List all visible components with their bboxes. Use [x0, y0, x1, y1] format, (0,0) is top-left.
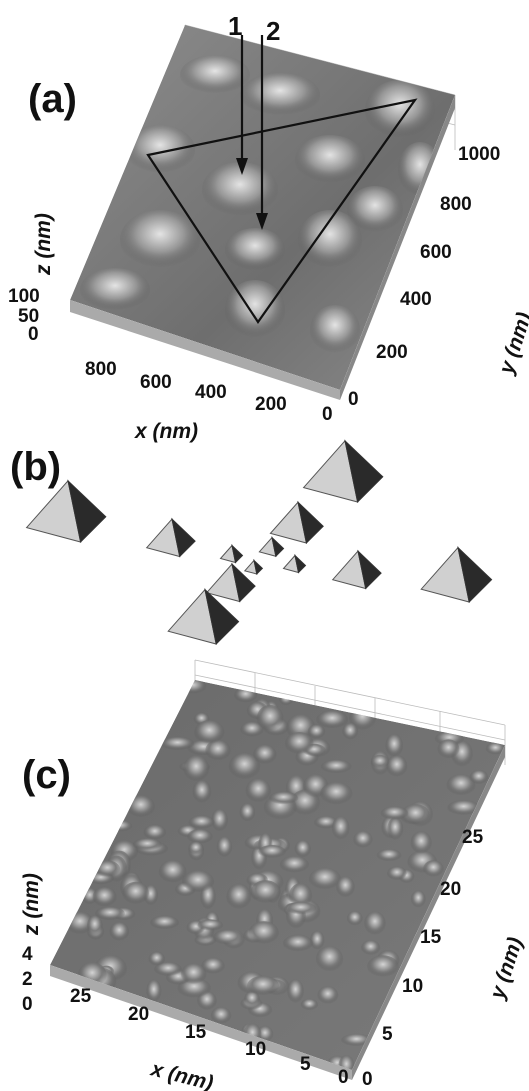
panel-c-y-tick-25: 25 — [462, 827, 484, 848]
panel-a-y-tick-200: 200 — [376, 342, 408, 363]
panel-c-x-tick-25: 25 — [70, 986, 92, 1007]
pyramid — [243, 558, 264, 576]
panel-c-z-tick-2: 2 — [22, 969, 33, 990]
panel-c-front-wall — [50, 965, 352, 1080]
pyramid — [25, 479, 107, 544]
panel-a-side-wall — [340, 95, 455, 400]
pyramid-array — [25, 439, 493, 646]
panel-c-surface — [50, 680, 505, 1070]
panel-a-z-tick-0: 0 — [28, 324, 39, 345]
panel-c-x-tick-10: 10 — [245, 1039, 266, 1060]
panel-c-y-tick-20: 20 — [440, 879, 461, 900]
panel-c-label: (c) — [22, 753, 71, 797]
pyramid — [219, 544, 244, 564]
panel-c-y-tick-5: 5 — [382, 1024, 393, 1045]
panel-b: (b) — [10, 439, 493, 646]
panel-c-x-tick-20: 20 — [128, 1004, 149, 1025]
panel-a-z-axis-label: z (nm) — [32, 213, 55, 276]
panel-c-y-axis-label: y (nm) — [486, 935, 528, 1003]
panel-b-label: (b) — [10, 445, 61, 489]
panel-c-x-tick-0: 0 — [338, 1067, 349, 1088]
arrow-label-1: 1 — [228, 11, 242, 41]
panel-a-x-tick-0: 0 — [322, 404, 333, 425]
panel-a-z-tick-50: 50 — [18, 306, 39, 327]
panel-a-z-tick-100: 100 — [8, 286, 40, 307]
panel-c: (c) z (nm) 4 2 0 25 20 15 10 5 0 — [20, 659, 528, 1091]
panel-a-x-tick-600: 600 — [140, 372, 172, 393]
panel-c-x-axis-label: x (nm) — [148, 1057, 216, 1091]
panel-c-side-wall — [352, 745, 505, 1080]
panel-c-y-tick-10: 10 — [402, 976, 423, 997]
pyramid — [302, 439, 384, 504]
panel-a-front-wall — [70, 300, 340, 400]
panel-a-label: (a) — [28, 77, 77, 121]
panel-a-x-tick-800: 800 — [85, 359, 117, 380]
pyramid — [282, 554, 307, 574]
panel-a-y-tick-1000: 1000 — [458, 144, 500, 165]
panel-c-x-tick-15: 15 — [185, 1022, 207, 1043]
pyramid — [145, 517, 196, 558]
panel-a-y-axis-label: y (nm) — [495, 310, 529, 378]
panel-a: (a) — [8, 11, 529, 443]
panel-a-x-tick-200: 200 — [255, 394, 287, 415]
pyramid — [205, 562, 256, 603]
pyramid — [331, 549, 382, 590]
panel-a-x-tick-400: 400 — [195, 382, 227, 403]
panel-c-z-tick-0: 0 — [22, 994, 33, 1015]
panel-c-x-tick-5: 5 — [300, 1054, 311, 1075]
panel-c-z-axis-label: z (nm) — [20, 873, 43, 936]
panel-a-y-tick-400: 400 — [400, 289, 432, 310]
pyramid — [167, 588, 240, 646]
panel-a-y-tick-800: 800 — [440, 194, 472, 215]
pyramid — [269, 500, 324, 545]
panel-a-arrows — [236, 35, 268, 230]
panel-a-y-tick-0: 0 — [348, 389, 359, 410]
panel-a-triangle — [146, 98, 418, 324]
panel-c-y-tick-15: 15 — [420, 927, 442, 948]
panel-a-x-axis-label: x (nm) — [134, 420, 198, 443]
arrow-label-2: 2 — [266, 16, 280, 46]
pyramid — [258, 536, 285, 558]
panel-c-z-tick-4: 4 — [22, 944, 33, 965]
panel-a-y-tick-600: 600 — [420, 242, 452, 263]
panel-c-y-tick-0: 0 — [362, 1069, 373, 1090]
pyramid — [420, 546, 493, 604]
